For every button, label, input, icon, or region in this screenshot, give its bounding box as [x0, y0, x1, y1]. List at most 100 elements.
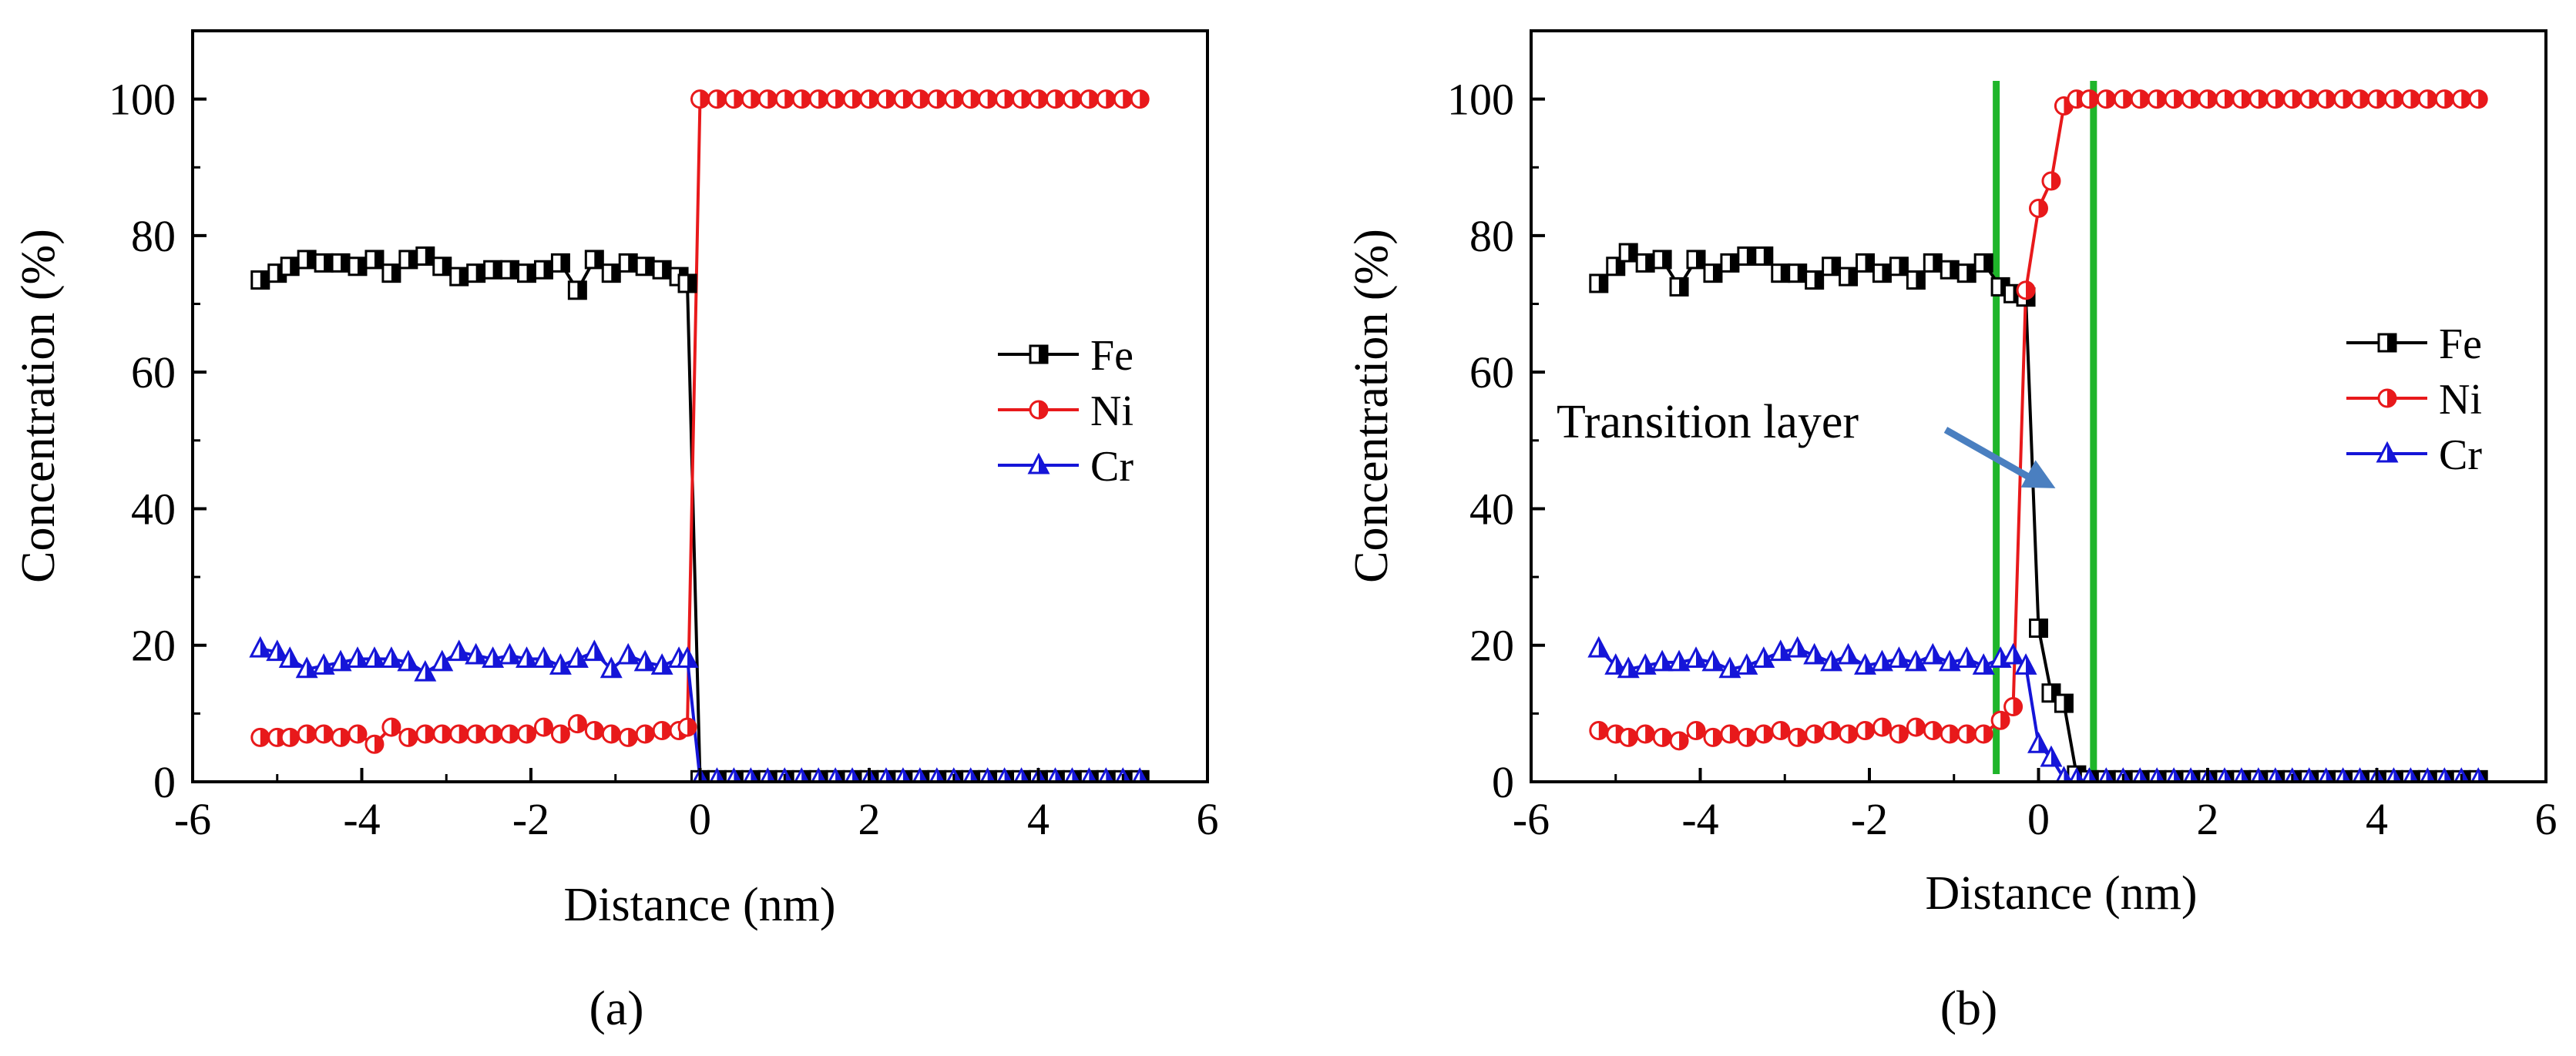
data-point-fe — [1940, 260, 1960, 280]
arrow-head — [2020, 460, 2056, 488]
data-point-ni — [1990, 710, 2010, 730]
x-tick-label: 6 — [2535, 794, 2558, 844]
x-axis-label-b: Distance (nm) — [1926, 867, 2198, 920]
data-point-ni — [808, 89, 828, 109]
legend-label-fe: Fe — [1090, 332, 1134, 380]
data-point-cr — [499, 642, 522, 665]
data-point-ni — [2041, 171, 2061, 191]
data-point-fe — [601, 263, 621, 283]
x-tick-label: 4 — [1027, 794, 1050, 844]
data-point-ni — [533, 717, 553, 737]
data-point-ni — [690, 89, 710, 109]
data-point-fe — [1923, 253, 1943, 273]
y-tick-label: 0 — [153, 757, 176, 807]
data-point-fe — [432, 256, 452, 277]
data-point-ni — [741, 89, 761, 109]
data-point-ni — [1720, 724, 1740, 744]
data-point-fe — [1686, 250, 1706, 270]
x-tick-label: 0 — [2027, 794, 2050, 844]
data-point-cr — [2098, 767, 2114, 782]
data-point-cr — [743, 767, 759, 782]
data-point-cr — [397, 649, 420, 672]
y-tick-label: 40 — [1469, 484, 1514, 534]
data-point-ni — [724, 89, 744, 109]
panel-label-a: (a) — [589, 981, 643, 1035]
data-point-cr — [414, 659, 437, 682]
data-point-fe — [584, 250, 604, 270]
data-point-ni — [1906, 717, 1926, 737]
data-point-cr — [599, 656, 623, 679]
data-point-fe — [381, 263, 401, 283]
data-point-fe — [635, 256, 655, 277]
y-tick-label: 20 — [1469, 621, 1514, 671]
data-point-cr — [2352, 767, 2368, 782]
data-point-cr — [2069, 767, 2084, 782]
x-tick-label: 4 — [2366, 794, 2388, 844]
data-point-ni — [1788, 727, 1808, 747]
data-point-cr — [2386, 767, 2402, 782]
series-layer-b — [1587, 81, 2488, 782]
y-tick-label: 40 — [131, 484, 176, 534]
data-point-cr — [465, 642, 488, 665]
data-point-fe — [250, 270, 270, 290]
x-tick-label: -6 — [1513, 794, 1550, 844]
data-point-fe — [533, 260, 553, 280]
data-point-ni — [2333, 89, 2353, 109]
data-point-fe — [1788, 263, 1808, 283]
data-point-cr — [1752, 646, 1775, 668]
x-tick-label: -4 — [1681, 794, 1718, 844]
data-point-cr — [1047, 767, 1063, 782]
data-point-cr — [2217, 767, 2232, 782]
legend-marker-cr — [1027, 452, 1050, 474]
series-layer-a — [249, 89, 1150, 782]
y-tick-label: 100 — [1447, 75, 1514, 125]
data-point-cr — [811, 767, 827, 782]
data-point-cr — [650, 653, 673, 675]
data-point-ni — [432, 724, 452, 744]
data-point-fe — [1771, 263, 1791, 283]
data-point-ni — [2367, 89, 2386, 109]
data-point-fe — [2054, 693, 2074, 713]
data-point-ni — [2003, 697, 2024, 716]
data-point-ni — [297, 724, 317, 744]
data-point-ni — [2434, 89, 2454, 109]
data-point-cr — [2420, 767, 2436, 782]
data-point-ni — [2029, 198, 2048, 218]
data-point-ni — [280, 727, 300, 747]
legend-marker-ni — [2377, 388, 2397, 408]
data-point-ni — [314, 724, 334, 744]
data-point-cr — [2183, 767, 2198, 782]
data-point-ni — [1889, 724, 1909, 744]
data-point-cr — [929, 767, 945, 782]
data-point-cr — [583, 639, 606, 662]
data-point-ni — [550, 724, 570, 744]
data-point-fe — [550, 253, 570, 273]
data-point-cr — [1701, 649, 1725, 672]
data-point-cr — [1955, 646, 1978, 668]
data-point-fe — [1805, 270, 1825, 290]
data-point-cr — [532, 646, 555, 668]
data-point-ni — [466, 724, 486, 744]
legend-marker-cr — [2376, 441, 2399, 463]
data-point-cr — [1735, 653, 1758, 675]
data-point-ni — [1822, 721, 1842, 741]
series-line-ni — [260, 97, 1140, 746]
data-point-cr — [633, 649, 657, 672]
data-point-ni — [2096, 89, 2116, 109]
data-point-ni — [2249, 89, 2269, 109]
series-line-fe — [1597, 250, 2479, 782]
data-point-ni — [707, 89, 727, 109]
data-point-fe — [483, 260, 503, 280]
data-point-cr — [2040, 745, 2063, 767]
data-point-fe — [1618, 243, 1638, 263]
data-point-fe — [1652, 250, 1672, 270]
data-point-fe — [466, 263, 486, 283]
data-point-ni — [1973, 724, 1993, 744]
data-point-cr — [380, 646, 403, 668]
data-point-fe — [1906, 270, 1926, 290]
data-point-fe — [1720, 253, 1740, 273]
data-point-fe — [2029, 619, 2048, 639]
